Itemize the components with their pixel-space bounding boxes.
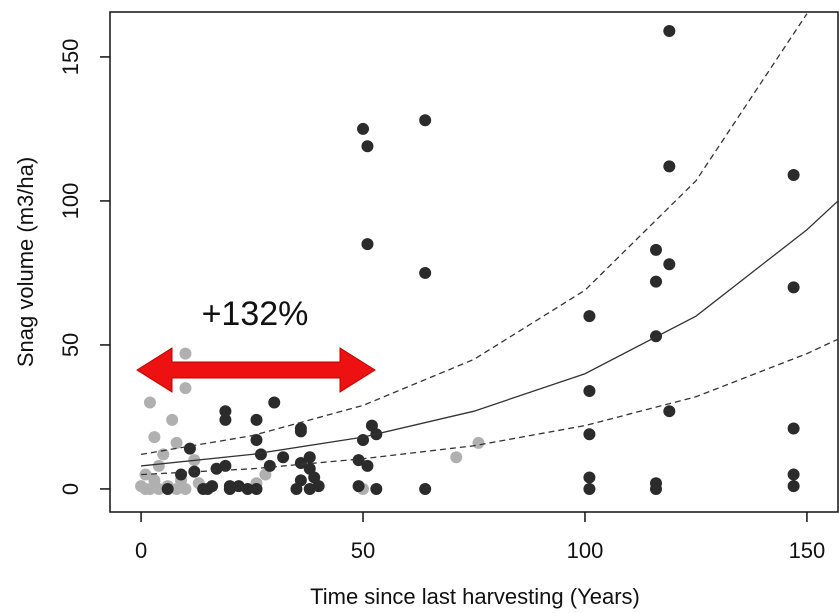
fit-line bbox=[140, 13, 808, 456]
point bbox=[268, 396, 281, 409]
point bbox=[166, 413, 179, 426]
arrow-shape bbox=[136, 347, 376, 393]
point bbox=[161, 482, 174, 495]
point bbox=[450, 451, 463, 464]
point bbox=[294, 425, 307, 438]
point bbox=[650, 482, 662, 495]
point bbox=[787, 169, 800, 182]
point bbox=[787, 422, 800, 435]
point bbox=[370, 482, 383, 495]
point bbox=[361, 459, 374, 472]
point bbox=[303, 482, 316, 495]
point bbox=[148, 474, 161, 487]
point bbox=[352, 480, 365, 493]
x-tick-label: 100 bbox=[567, 538, 604, 563]
y-tick-label: 100 bbox=[58, 183, 83, 220]
y-tick-label: 50 bbox=[58, 333, 83, 357]
point bbox=[583, 310, 596, 323]
point bbox=[175, 468, 188, 481]
point bbox=[250, 433, 263, 446]
point bbox=[361, 238, 374, 251]
point bbox=[250, 482, 263, 495]
point bbox=[361, 140, 374, 153]
point bbox=[663, 258, 676, 271]
point bbox=[787, 480, 800, 493]
point bbox=[663, 405, 676, 418]
plot-frame bbox=[109, 11, 839, 513]
plot-area bbox=[135, 13, 839, 495]
x-tick-label: 0 bbox=[135, 538, 147, 563]
point bbox=[663, 160, 676, 173]
point bbox=[250, 413, 263, 426]
point bbox=[419, 266, 432, 279]
point bbox=[219, 413, 232, 426]
annotation: +132% bbox=[202, 295, 309, 333]
point bbox=[419, 114, 432, 127]
point bbox=[583, 428, 596, 441]
point bbox=[201, 482, 214, 495]
point bbox=[583, 482, 596, 495]
point bbox=[263, 459, 276, 472]
point bbox=[472, 436, 485, 449]
x-axis-label: Time since last harvesting (Years) bbox=[310, 584, 640, 609]
point bbox=[143, 396, 156, 409]
point bbox=[650, 275, 662, 288]
y-tick-label: 0 bbox=[58, 483, 83, 495]
double-arrow bbox=[136, 347, 376, 393]
point bbox=[663, 25, 676, 38]
point bbox=[357, 122, 370, 135]
point bbox=[352, 454, 365, 467]
point bbox=[419, 482, 432, 495]
point bbox=[254, 448, 267, 461]
point bbox=[152, 459, 165, 472]
y-axis-label: Snag volume (m3/ha) bbox=[13, 157, 38, 367]
point bbox=[157, 448, 170, 461]
fit-line bbox=[141, 338, 839, 476]
point bbox=[650, 243, 662, 256]
point bbox=[219, 459, 232, 472]
point bbox=[148, 431, 161, 444]
y-tick-label: 150 bbox=[58, 39, 83, 76]
point bbox=[294, 457, 307, 470]
fit-line bbox=[141, 200, 839, 467]
point bbox=[303, 451, 316, 464]
point bbox=[179, 382, 192, 395]
point bbox=[277, 451, 290, 464]
point bbox=[787, 468, 800, 481]
point bbox=[223, 480, 236, 493]
point bbox=[139, 482, 152, 495]
point bbox=[170, 436, 183, 449]
point bbox=[179, 347, 192, 360]
x-tick-label: 150 bbox=[789, 538, 826, 563]
point bbox=[787, 281, 800, 294]
point bbox=[219, 405, 232, 418]
x-tick-label: 50 bbox=[351, 538, 375, 563]
point bbox=[183, 442, 196, 455]
point bbox=[290, 482, 303, 495]
point bbox=[583, 385, 596, 398]
point bbox=[583, 471, 596, 484]
